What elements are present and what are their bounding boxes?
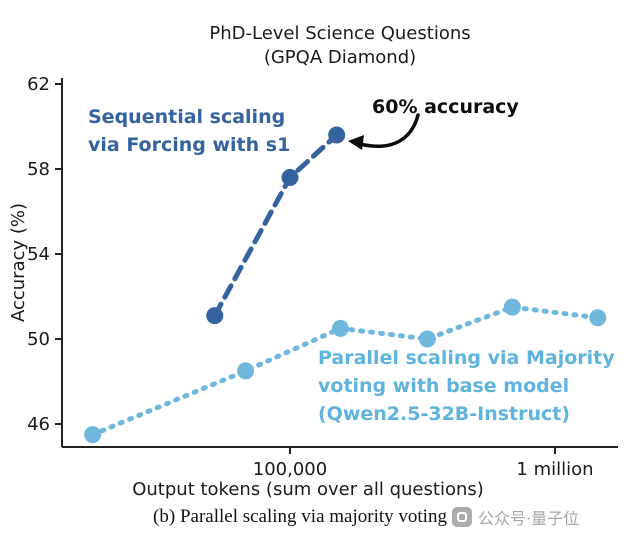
x-tick-label: 1 million — [516, 459, 593, 480]
sequential-series-label-line1: Sequential scaling — [88, 106, 286, 128]
annotation-arrow — [358, 113, 420, 149]
y-tick-label: 54 — [27, 244, 50, 265]
parallel-series-label-line1: Parallel scaling via Majority — [318, 347, 615, 369]
y-tick-label: 50 — [27, 329, 50, 350]
data-point — [503, 298, 521, 316]
annotation-arrowhead — [348, 135, 364, 150]
y-tick-label: 58 — [27, 159, 50, 180]
sequential-series-label: Sequential scaling via Forcing with s1 — [88, 103, 290, 159]
data-point — [418, 330, 436, 348]
chart-title: PhD-Level Science Questions (GPQA Diamon… — [40, 22, 640, 70]
watermark-text: 公众号·量子位 — [478, 509, 580, 528]
figure-caption: (b) Parallel scaling via majority voting — [153, 506, 447, 527]
parallel-series-label-line3: (Qwen2.5-32B-Instruct) — [318, 403, 571, 425]
data-point — [237, 362, 255, 380]
watermark: 公众号·量子位 — [452, 505, 579, 529]
y-axis-title: Accuracy (%) — [8, 203, 29, 322]
data-point — [84, 426, 102, 444]
accuracy-annotation: 60% accuracy — [372, 96, 519, 118]
y-tick-label: 62 — [27, 74, 50, 95]
data-point — [328, 126, 346, 144]
qbitai-logo-icon — [452, 507, 472, 527]
series-line-0 — [212, 132, 340, 319]
parallel-series-label-line2: voting with base model — [318, 375, 570, 397]
sequential-series-label-line2: via Forcing with s1 — [88, 134, 291, 156]
chart-title-line2: (GPQA Diamond) — [263, 47, 417, 68]
data-point — [589, 309, 607, 327]
chart-plot: 46 50 54 58 62 100,000 1 million Output tokens … — [8, 74, 618, 500]
x-axis-title: Output tokens (sum over all questions) — [132, 479, 484, 500]
chart-title-line1: PhD-Level Science Questions — [209, 23, 471, 44]
data-point — [281, 169, 299, 186]
y-tick-label: 46 — [27, 414, 50, 435]
data-point — [331, 319, 349, 337]
x-tick-label: 100,000 — [253, 459, 327, 480]
data-point — [206, 307, 224, 325]
parallel-series-label: Parallel scaling via Majority voting wit… — [318, 344, 615, 428]
series-line-1 — [90, 304, 601, 438]
